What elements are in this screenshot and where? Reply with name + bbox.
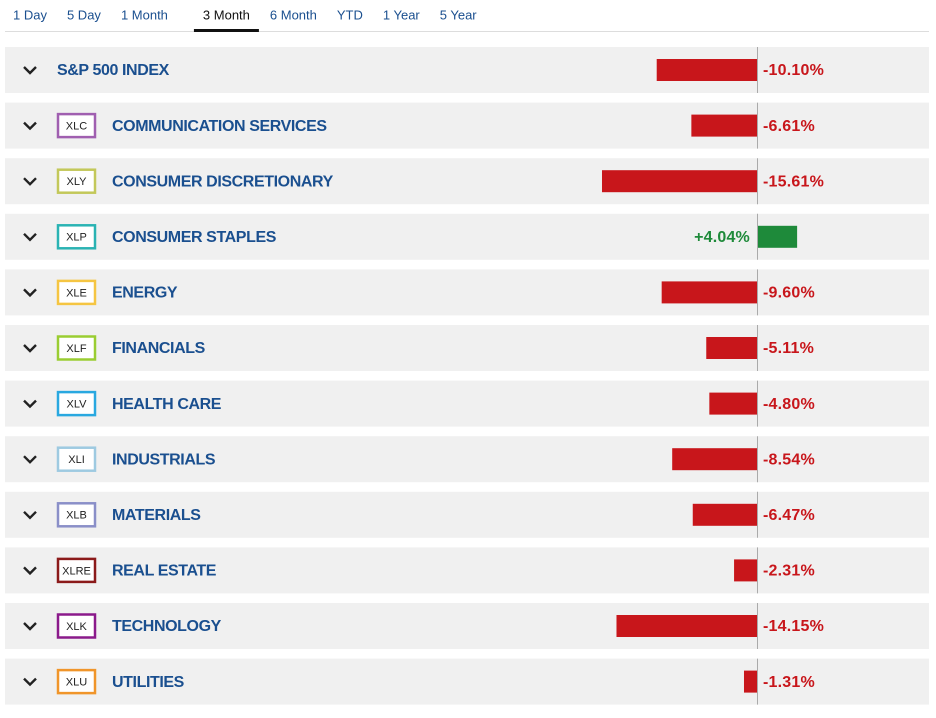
sector-name[interactable]: S&P 500 INDEX [57, 62, 170, 79]
ticker: XLP [66, 232, 87, 244]
bar [672, 448, 757, 471]
ticker-badge [56, 224, 97, 250]
ticker-badge [56, 613, 97, 639]
ticker: XLF [66, 343, 86, 355]
value-label: -1.31% [763, 674, 815, 691]
value-label: -6.47% [763, 507, 815, 524]
ticker-badge [56, 168, 97, 194]
row-background [5, 269, 929, 316]
ticker-badge [56, 279, 97, 306]
expand-chevron[interactable] [23, 399, 37, 409]
expand-chevron[interactable] [23, 510, 37, 520]
ticker: XLC [66, 121, 87, 133]
sector-name[interactable]: INDUSTRIALS [112, 451, 216, 468]
expand-chevron[interactable] [23, 288, 37, 298]
bar [743, 670, 757, 693]
expand-chevron[interactable] [23, 566, 37, 576]
sector-name[interactable]: ENERGY [112, 285, 178, 302]
value-label: -15.61% [763, 173, 824, 190]
bar [692, 503, 757, 526]
expand-chevron[interactable] [23, 121, 37, 131]
bar [616, 615, 757, 637]
row-background [5, 47, 929, 93]
row-background [5, 102, 929, 149]
bar [734, 559, 757, 582]
tab[interactable]: 5 Year [440, 7, 478, 22]
tab[interactable]: 1 Month [121, 7, 168, 22]
ticker: XLV [67, 399, 88, 411]
row-background [5, 436, 929, 483]
sector-name[interactable]: COMMUNICATION SERVICES [112, 118, 328, 135]
value-label: -6.61% [763, 118, 815, 135]
active-tab-underline [193, 29, 259, 32]
row-background [5, 491, 929, 538]
bar [661, 281, 757, 304]
sector-name[interactable]: UTILITIES [112, 674, 185, 691]
row-background [5, 380, 929, 427]
value-label: -8.54% [763, 451, 815, 468]
row-background [5, 158, 929, 205]
sector-name[interactable]: HEALTH CARE [112, 396, 222, 413]
row-background [5, 603, 929, 649]
sector-name[interactable]: CONSUMER DISCRETIONARY [112, 173, 334, 190]
expand-chevron[interactable] [23, 344, 37, 353]
sector-name[interactable]: MATERIALS [112, 507, 202, 524]
bar [601, 170, 757, 193]
ticker-badge [56, 112, 97, 139]
value-label: +4.04% [694, 229, 750, 246]
ticker: XLI [68, 454, 85, 466]
tab[interactable]: 6 Month [270, 7, 317, 22]
ticker: XLY [67, 176, 88, 188]
tab[interactable]: 1 Day [13, 7, 47, 22]
ticker-badge [56, 502, 97, 528]
ticker-badge [56, 390, 97, 417]
ticker-badge [56, 557, 97, 584]
bar [757, 225, 798, 248]
sector-name[interactable]: FINANCIALS [112, 340, 206, 357]
value-label: -9.60% [763, 285, 815, 302]
bar [656, 59, 757, 81]
ticker: XLK [66, 621, 87, 633]
ticker-badge [56, 335, 97, 361]
tab[interactable]: 5 Day [67, 7, 101, 22]
value-label: -4.80% [763, 396, 815, 413]
sector-name[interactable]: REAL ESTATE [112, 563, 217, 580]
row-background [5, 547, 929, 594]
value-label: -2.31% [763, 563, 815, 580]
expand-chevron[interactable] [23, 232, 37, 242]
row-background [5, 658, 929, 705]
bar [691, 114, 757, 137]
tab[interactable]: 3 Month [203, 7, 250, 22]
tab[interactable]: YTD [337, 7, 363, 22]
sector-name[interactable]: CONSUMER STAPLES [112, 229, 277, 246]
expand-chevron[interactable] [23, 66, 37, 75]
sector-name[interactable]: TECHNOLOGY [112, 618, 222, 635]
expand-chevron[interactable] [23, 622, 37, 631]
ticker: XLU [66, 677, 87, 689]
ticker-badge [56, 446, 97, 472]
ticker: XLB [66, 510, 87, 522]
ticker: XLE [66, 287, 87, 299]
ticker: XLRE [62, 565, 91, 577]
value-label: -5.11% [763, 340, 814, 357]
value-label: -10.10% [763, 62, 824, 79]
value-label: -14.15% [763, 618, 824, 635]
tab[interactable]: 1 Year [383, 7, 421, 22]
expand-chevron[interactable] [23, 455, 37, 464]
bar [706, 337, 757, 359]
expand-chevron[interactable] [23, 677, 37, 687]
row-background [5, 325, 929, 371]
bar [709, 392, 757, 415]
expand-chevron[interactable] [23, 177, 37, 186]
ticker-badge [56, 668, 97, 695]
